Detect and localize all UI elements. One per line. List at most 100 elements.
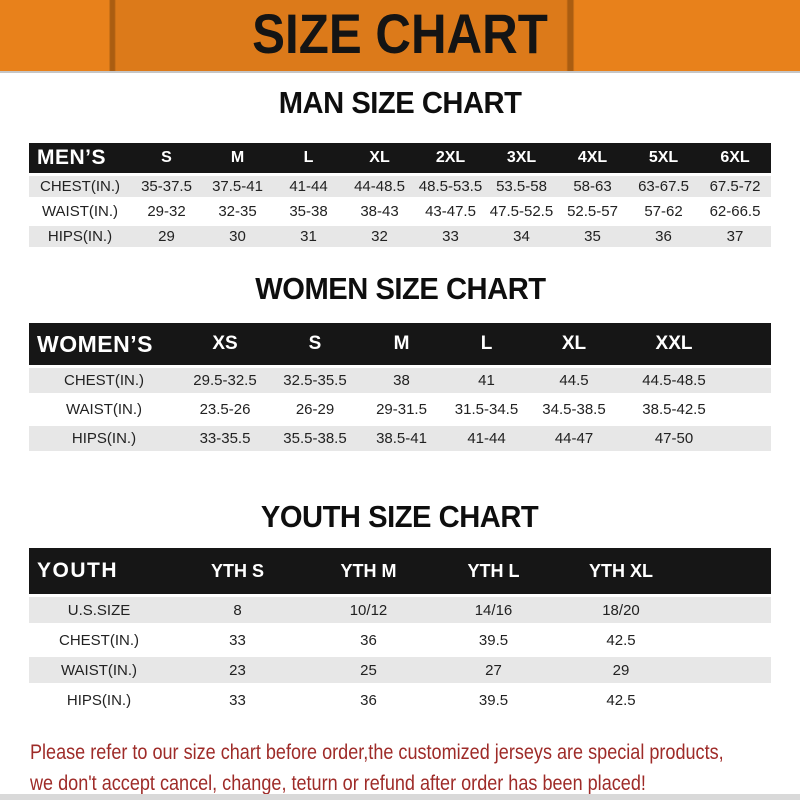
size-cell: 35 bbox=[557, 224, 628, 251]
size-cell: 33 bbox=[169, 685, 306, 717]
row-label: CHEST(IN.) bbox=[29, 625, 169, 657]
women-section-heading-text: WOMEN SIZE CHART bbox=[254, 271, 546, 306]
size-cell: 37.5-41 bbox=[202, 173, 273, 201]
size-cell: 42.5 bbox=[556, 625, 686, 657]
row-label: WAIST(IN.) bbox=[29, 655, 169, 687]
row-label: HIPS(IN.) bbox=[29, 224, 131, 251]
size-cell: 32.5-35.5 bbox=[271, 365, 359, 397]
women-size-table: WOMEN’S XS S M L XL XXL CHEST(IN.) 29.5-… bbox=[29, 323, 771, 455]
size-cell: 27 bbox=[431, 655, 556, 687]
size-cell: 44.5-48.5 bbox=[619, 365, 729, 397]
size-cell: 62-66.5 bbox=[699, 199, 771, 226]
filler-cell bbox=[729, 395, 771, 426]
youth-column-header: YTH S bbox=[169, 548, 306, 596]
size-cell: 43-47.5 bbox=[415, 199, 486, 226]
size-cell: 47.5-52.5 bbox=[486, 199, 557, 226]
banner-title: SIZE CHART bbox=[252, 2, 548, 65]
bottom-divider bbox=[0, 794, 800, 800]
size-cell: 58-63 bbox=[557, 173, 628, 201]
size-cell: 35-38 bbox=[273, 199, 344, 226]
size-cell: 29-32 bbox=[131, 199, 202, 226]
men-column-header: M bbox=[202, 143, 273, 175]
women-column-header: S bbox=[271, 323, 359, 367]
men-column-header: 4XL bbox=[557, 143, 628, 175]
size-cell: 36 bbox=[628, 224, 699, 251]
man-section-heading: MAN SIZE CHART bbox=[0, 85, 800, 121]
size-cell: 10/12 bbox=[306, 594, 431, 627]
women-column-header: XS bbox=[179, 323, 271, 367]
size-cell: 38-43 bbox=[344, 199, 415, 226]
size-cell: 32 bbox=[344, 224, 415, 251]
women-column-header: M bbox=[359, 323, 444, 367]
size-cell: 44.5 bbox=[529, 365, 619, 397]
men-column-header: S bbox=[131, 143, 202, 175]
row-label: HIPS(IN.) bbox=[29, 424, 179, 455]
women-waist-row: WAIST(IN.) 23.5-26 26-29 29-31.5 31.5-34… bbox=[29, 395, 771, 426]
size-cell: 26-29 bbox=[271, 395, 359, 426]
size-cell: 67.5-72 bbox=[699, 173, 771, 201]
order-policy-note: Please refer to our size chart before or… bbox=[30, 737, 724, 799]
size-cell: 41 bbox=[444, 365, 529, 397]
youth-waist-row: WAIST(IN.) 23 25 27 29 bbox=[29, 655, 771, 687]
size-cell: 36 bbox=[306, 625, 431, 657]
size-cell: 29.5-32.5 bbox=[179, 365, 271, 397]
size-cell: 33 bbox=[169, 625, 306, 657]
size-cell: 23 bbox=[169, 655, 306, 687]
size-cell: 31.5-34.5 bbox=[444, 395, 529, 426]
size-cell: 52.5-57 bbox=[557, 199, 628, 226]
size-cell: 36 bbox=[306, 685, 431, 717]
size-cell: 53.5-58 bbox=[486, 173, 557, 201]
row-label: CHEST(IN.) bbox=[29, 365, 179, 397]
size-cell: 48.5-53.5 bbox=[415, 173, 486, 201]
size-cell: 35.5-38.5 bbox=[271, 424, 359, 455]
men-column-header: 5XL bbox=[628, 143, 699, 175]
size-cell: 38 bbox=[359, 365, 444, 397]
size-cell: 35-37.5 bbox=[131, 173, 202, 201]
filler-cell bbox=[686, 685, 771, 717]
men-column-header: 6XL bbox=[699, 143, 771, 175]
size-cell: 33 bbox=[415, 224, 486, 251]
size-cell: 42.5 bbox=[556, 685, 686, 717]
size-cell: 14/16 bbox=[431, 594, 556, 627]
size-chart-banner: SIZE CHART bbox=[0, 0, 800, 73]
size-cell: 8 bbox=[169, 594, 306, 627]
row-label: U.S.SIZE bbox=[29, 594, 169, 627]
men-column-header: L bbox=[273, 143, 344, 175]
women-table-corner-label: WOMEN’S bbox=[29, 323, 179, 367]
youth-column-header: YTH L bbox=[431, 548, 556, 596]
youth-chest-row: CHEST(IN.) 33 36 39.5 42.5 bbox=[29, 625, 771, 657]
youth-column-header: YTH M bbox=[306, 548, 431, 596]
order-policy-line2: we don't accept cancel, change, teturn o… bbox=[30, 772, 646, 795]
order-policy-line1: Please refer to our size chart before or… bbox=[30, 741, 724, 764]
youth-size-table: YOUTH YTH S YTH M YTH L YTH XL U.S.SIZE … bbox=[29, 548, 771, 717]
youth-ussize-row: U.S.SIZE 8 10/12 14/16 18/20 bbox=[29, 594, 771, 627]
size-cell: 18/20 bbox=[556, 594, 686, 627]
youth-table-corner-label: YOUTH bbox=[29, 548, 169, 596]
size-cell: 30 bbox=[202, 224, 273, 251]
men-column-header: 2XL bbox=[415, 143, 486, 175]
men-header-row: MEN’S S M L XL 2XL 3XL 4XL 5XL 6XL bbox=[29, 143, 771, 175]
men-chest-row: CHEST(IN.) 35-37.5 37.5-41 41-44 44-48.5… bbox=[29, 173, 771, 201]
size-cell: 25 bbox=[306, 655, 431, 687]
men-column-header: 3XL bbox=[486, 143, 557, 175]
women-hips-row: HIPS(IN.) 33-35.5 35.5-38.5 38.5-41 41-4… bbox=[29, 424, 771, 455]
row-label: WAIST(IN.) bbox=[29, 395, 179, 426]
size-cell: 39.5 bbox=[431, 625, 556, 657]
size-cell: 38.5-42.5 bbox=[619, 395, 729, 426]
youth-column-header: YTH XL bbox=[556, 548, 686, 596]
filler-cell bbox=[729, 365, 771, 397]
men-waist-row: WAIST(IN.) 29-32 32-35 35-38 38-43 43-47… bbox=[29, 199, 771, 226]
filler-cell bbox=[686, 625, 771, 657]
size-cell: 37 bbox=[699, 224, 771, 251]
row-label: HIPS(IN.) bbox=[29, 685, 169, 717]
size-cell: 29 bbox=[131, 224, 202, 251]
size-cell: 29 bbox=[556, 655, 686, 687]
size-cell: 41-44 bbox=[444, 424, 529, 455]
women-column-header: XXL bbox=[619, 323, 729, 367]
men-size-table: MEN’S S M L XL 2XL 3XL 4XL 5XL 6XL CHEST… bbox=[29, 143, 771, 251]
men-hips-row: HIPS(IN.) 29 30 31 32 33 34 35 36 37 bbox=[29, 224, 771, 251]
size-cell: 47-50 bbox=[619, 424, 729, 455]
women-header-row: WOMEN’S XS S M L XL XXL bbox=[29, 323, 771, 367]
men-table-corner-label: MEN’S bbox=[29, 143, 131, 175]
row-label: WAIST(IN.) bbox=[29, 199, 131, 226]
